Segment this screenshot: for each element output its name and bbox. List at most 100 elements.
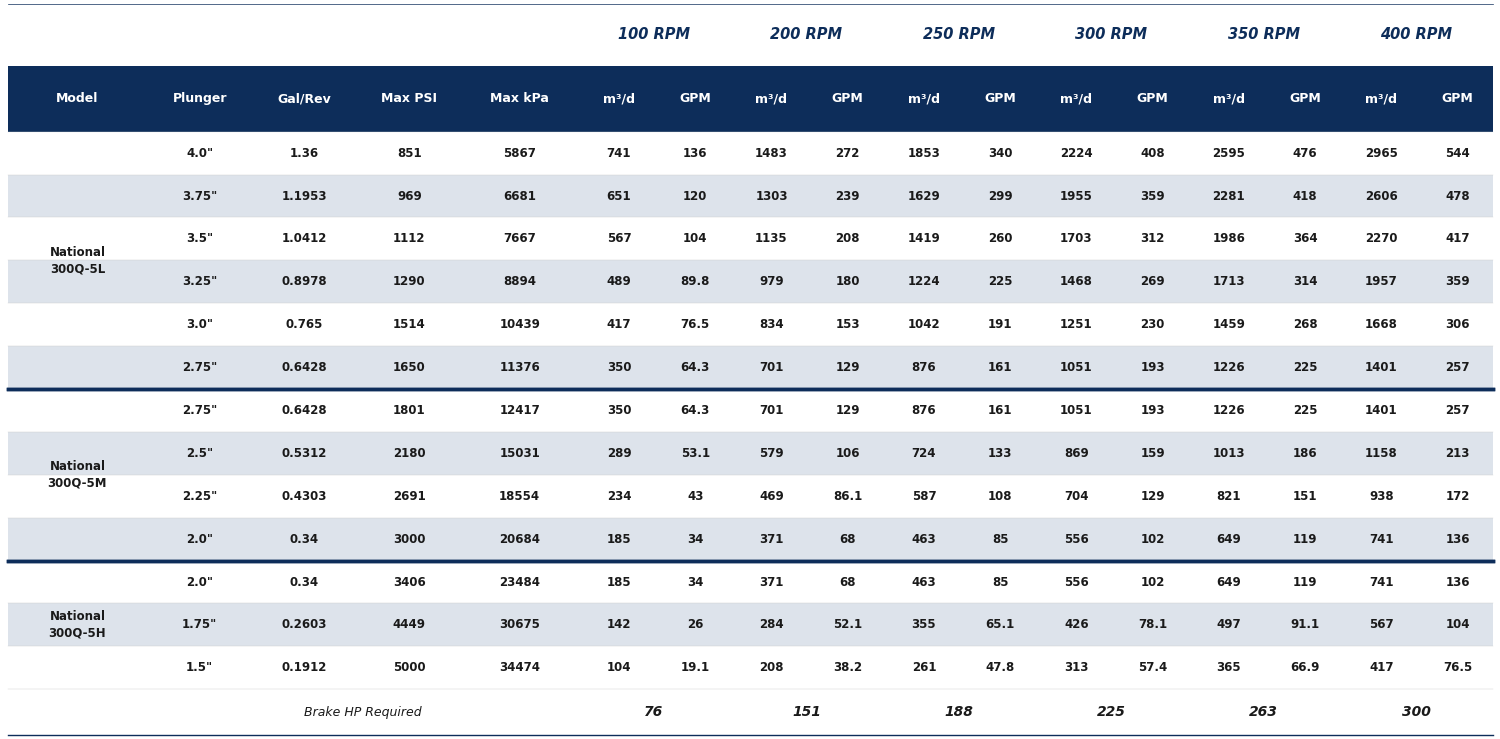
- Text: 1013: 1013: [1212, 447, 1245, 460]
- Text: 567: 567: [606, 233, 631, 245]
- Text: 153: 153: [836, 319, 860, 331]
- Text: 2.75": 2.75": [182, 361, 218, 374]
- Text: Gal/Rev: Gal/Rev: [278, 92, 332, 105]
- Text: 2281: 2281: [1212, 189, 1245, 202]
- Text: 102: 102: [1140, 533, 1166, 545]
- Text: 556: 556: [1064, 533, 1089, 545]
- Text: 263: 263: [1250, 705, 1278, 719]
- Text: 193: 193: [1140, 404, 1166, 417]
- Text: 186: 186: [1293, 447, 1317, 460]
- Text: 185: 185: [606, 576, 631, 588]
- Text: 418: 418: [1293, 189, 1317, 202]
- Text: 1668: 1668: [1365, 319, 1398, 331]
- Text: Model: Model: [56, 92, 99, 105]
- Text: 1401: 1401: [1365, 404, 1398, 417]
- Text: 724: 724: [912, 447, 936, 460]
- Text: 213: 213: [1446, 447, 1470, 460]
- Text: Brake HP Required: Brake HP Required: [303, 706, 422, 719]
- Text: 208: 208: [836, 233, 860, 245]
- Text: 89.8: 89.8: [681, 276, 710, 288]
- Text: 34: 34: [687, 533, 703, 545]
- Text: 1290: 1290: [393, 276, 426, 288]
- Text: m³/d: m³/d: [603, 92, 634, 105]
- Bar: [8, 389, 1492, 432]
- Bar: [8, 132, 1492, 174]
- Text: 257: 257: [1446, 404, 1470, 417]
- Text: m³/d: m³/d: [1060, 92, 1092, 105]
- Text: 478: 478: [1444, 189, 1470, 202]
- Text: 225: 225: [1293, 404, 1317, 417]
- Text: 350 RPM: 350 RPM: [1228, 27, 1300, 42]
- Text: 400 RPM: 400 RPM: [1380, 27, 1452, 42]
- Bar: [8, 303, 1492, 346]
- Text: 340: 340: [988, 146, 1012, 160]
- Text: 463: 463: [912, 576, 936, 588]
- Text: 463: 463: [912, 533, 936, 545]
- Text: GPM: GPM: [680, 92, 711, 105]
- Text: 938: 938: [1370, 490, 1394, 503]
- Text: GPM: GPM: [984, 92, 1016, 105]
- Text: Plunger: Plunger: [172, 92, 226, 105]
- Text: 78.1: 78.1: [1138, 619, 1167, 631]
- Text: 1703: 1703: [1060, 233, 1092, 245]
- Text: 365: 365: [1216, 661, 1240, 674]
- Text: 2.5": 2.5": [186, 447, 213, 460]
- Text: 104: 104: [606, 661, 631, 674]
- Text: 359: 359: [1444, 276, 1470, 288]
- Text: 57.4: 57.4: [1138, 661, 1167, 674]
- Text: 3.75": 3.75": [182, 189, 218, 202]
- Text: 0.6428: 0.6428: [282, 361, 327, 374]
- Text: 38.2: 38.2: [833, 661, 862, 674]
- Text: 741: 741: [1370, 533, 1394, 545]
- Text: 5867: 5867: [504, 146, 536, 160]
- Text: 0.6428: 0.6428: [282, 404, 327, 417]
- Text: 300 RPM: 300 RPM: [1076, 27, 1148, 42]
- Text: 2691: 2691: [393, 490, 426, 503]
- Text: 272: 272: [836, 146, 860, 160]
- Text: 0.34: 0.34: [290, 576, 320, 588]
- Text: 979: 979: [759, 276, 784, 288]
- Text: 489: 489: [606, 276, 631, 288]
- Text: 1042: 1042: [908, 319, 940, 331]
- Text: 821: 821: [1216, 490, 1240, 503]
- Text: 120: 120: [682, 189, 708, 202]
- Bar: [8, 4, 1492, 66]
- Text: 1135: 1135: [754, 233, 788, 245]
- Text: 1.36: 1.36: [290, 146, 320, 160]
- Text: 1226: 1226: [1212, 361, 1245, 374]
- Text: GPM: GPM: [1442, 92, 1473, 105]
- Text: 306: 306: [1446, 319, 1470, 331]
- Text: 47.8: 47.8: [986, 661, 1016, 674]
- Text: 18554: 18554: [500, 490, 540, 503]
- Text: 350: 350: [606, 361, 631, 374]
- Text: 313: 313: [1064, 661, 1089, 674]
- Text: 172: 172: [1446, 490, 1470, 503]
- Text: 250 RPM: 250 RPM: [922, 27, 994, 42]
- Text: 1514: 1514: [393, 319, 426, 331]
- Bar: [8, 432, 1492, 474]
- Bar: [8, 474, 1492, 518]
- Text: 68: 68: [840, 533, 856, 545]
- Text: 34474: 34474: [500, 661, 540, 674]
- Text: 2595: 2595: [1212, 146, 1245, 160]
- Text: 417: 417: [1446, 233, 1470, 245]
- Text: 2606: 2606: [1365, 189, 1398, 202]
- Text: 239: 239: [836, 189, 860, 202]
- Bar: [8, 561, 1492, 604]
- Text: 8894: 8894: [503, 276, 536, 288]
- Text: 151: 151: [1293, 490, 1317, 503]
- Text: 4449: 4449: [393, 619, 426, 631]
- Text: 851: 851: [398, 146, 422, 160]
- Text: 1853: 1853: [908, 146, 940, 160]
- Text: 1419: 1419: [908, 233, 940, 245]
- Text: 1955: 1955: [1060, 189, 1094, 202]
- Text: 300: 300: [1402, 705, 1431, 719]
- Text: 497: 497: [1216, 619, 1240, 631]
- Text: 476: 476: [1293, 146, 1317, 160]
- Text: 64.3: 64.3: [681, 361, 710, 374]
- Bar: [8, 689, 1492, 735]
- Text: 119: 119: [1293, 576, 1317, 588]
- Text: 1483: 1483: [754, 146, 788, 160]
- Text: 299: 299: [988, 189, 1012, 202]
- Bar: [8, 260, 1492, 303]
